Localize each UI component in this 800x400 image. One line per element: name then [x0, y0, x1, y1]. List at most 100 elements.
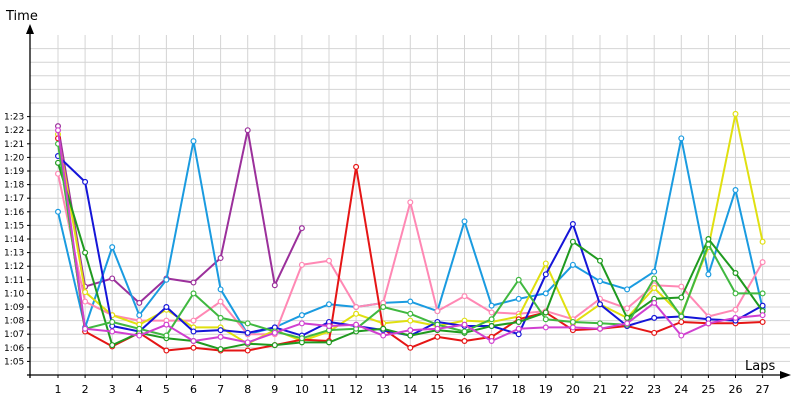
data-point	[217, 298, 224, 305]
data-point	[163, 347, 170, 354]
data-point	[407, 317, 414, 324]
x-tick-label: 17	[485, 383, 499, 396]
data-point	[569, 261, 576, 268]
y-tick-label: 1:06	[4, 344, 24, 354]
data-point	[244, 320, 251, 327]
x-tick-label: 21	[593, 383, 607, 396]
x-tick-label: 24	[674, 383, 688, 396]
data-point	[190, 344, 197, 351]
data-point	[54, 208, 61, 215]
data-point	[82, 325, 89, 332]
series-9	[54, 127, 766, 346]
data-point	[461, 321, 468, 328]
x-tick-label: 7	[217, 383, 224, 396]
x-tick-label: 27	[756, 383, 770, 396]
x-tick-label: 3	[109, 383, 116, 396]
data-point	[678, 332, 685, 339]
data-point	[759, 259, 766, 266]
data-point	[298, 320, 305, 327]
data-point	[732, 306, 739, 313]
data-point	[298, 335, 305, 342]
data-point	[488, 316, 495, 323]
data-point	[678, 294, 685, 301]
data-point	[705, 236, 712, 243]
data-point	[136, 299, 143, 306]
data-point	[732, 314, 739, 321]
x-tick-label: 4	[136, 383, 143, 396]
data-point	[163, 321, 170, 328]
data-point	[651, 284, 658, 291]
x-axis-title: Laps	[745, 359, 775, 374]
data-point	[353, 163, 360, 170]
y-tick-label: 1:14	[4, 235, 24, 245]
data-point	[407, 298, 414, 305]
data-point	[732, 290, 739, 297]
data-point	[759, 290, 766, 297]
data-point	[380, 304, 387, 311]
y-axis-title: Time	[5, 9, 38, 24]
series-line	[57, 125, 303, 304]
data-point	[434, 325, 441, 332]
data-point	[109, 275, 116, 282]
data-point	[596, 278, 603, 285]
data-point	[515, 318, 522, 325]
data-point	[596, 257, 603, 264]
data-point	[326, 339, 333, 346]
data-point	[136, 325, 143, 332]
data-point	[542, 271, 549, 278]
y-tick-label: 1:21	[4, 140, 24, 150]
data-point	[54, 170, 61, 177]
series-group	[54, 110, 766, 354]
data-point	[705, 271, 712, 278]
data-point	[298, 261, 305, 268]
series-2	[54, 135, 766, 338]
data-point	[217, 333, 224, 340]
data-point	[407, 199, 414, 206]
data-point	[244, 329, 251, 336]
x-tick-label: 9	[271, 383, 278, 396]
x-tick-label: 2	[82, 383, 89, 396]
x-tick-label: 13	[376, 383, 390, 396]
data-point	[732, 270, 739, 277]
y-tick-label: 1:05	[4, 357, 24, 367]
data-point	[298, 312, 305, 319]
data-point	[298, 225, 305, 232]
x-tick-label: 12	[349, 383, 363, 396]
data-point	[82, 249, 89, 256]
data-point	[732, 187, 739, 194]
x-tick-label: 5	[163, 383, 170, 396]
x-tick-label: 22	[620, 383, 634, 396]
y-tick-label: 1:11	[4, 276, 24, 286]
data-point	[54, 127, 61, 134]
data-point	[651, 275, 658, 282]
x-tick-label: 10	[295, 383, 309, 396]
data-point	[163, 276, 170, 283]
data-point	[244, 127, 251, 134]
x-axis: 1 2 3 4 5 6 7 8 9 10 11 12 13 14 15 16 17 18 19 20 21 22 23 24 2…	[27, 371, 791, 396]
data-point	[326, 301, 333, 308]
data-point	[136, 332, 143, 339]
data-point	[624, 314, 631, 321]
data-point	[678, 135, 685, 142]
data-point	[353, 310, 360, 317]
data-point	[624, 320, 631, 327]
y-axis: 1:05 1:06 1:07 1:08 1:09 1:10 1:11 1:12 1:13 1:14…	[4, 24, 34, 378]
data-point	[407, 310, 414, 317]
data-point	[217, 255, 224, 262]
data-point	[217, 346, 224, 353]
data-point	[109, 328, 116, 335]
y-tick-label: 1:17	[4, 194, 24, 204]
y-tick-label: 1:18	[4, 181, 24, 191]
x-tick-label: 11	[322, 383, 336, 396]
series-8	[54, 140, 766, 342]
y-tick-label: 1:13	[4, 249, 24, 259]
y-tick-label: 1:09	[4, 303, 24, 313]
data-point	[542, 309, 549, 316]
data-point	[515, 325, 522, 332]
x-tick-label: 26	[729, 383, 743, 396]
y-axis-arrow	[26, 24, 34, 34]
y-tick-label: 1:23	[4, 113, 24, 123]
data-point	[82, 289, 89, 296]
x-axis-arrow	[780, 371, 791, 379]
data-point	[678, 313, 685, 320]
